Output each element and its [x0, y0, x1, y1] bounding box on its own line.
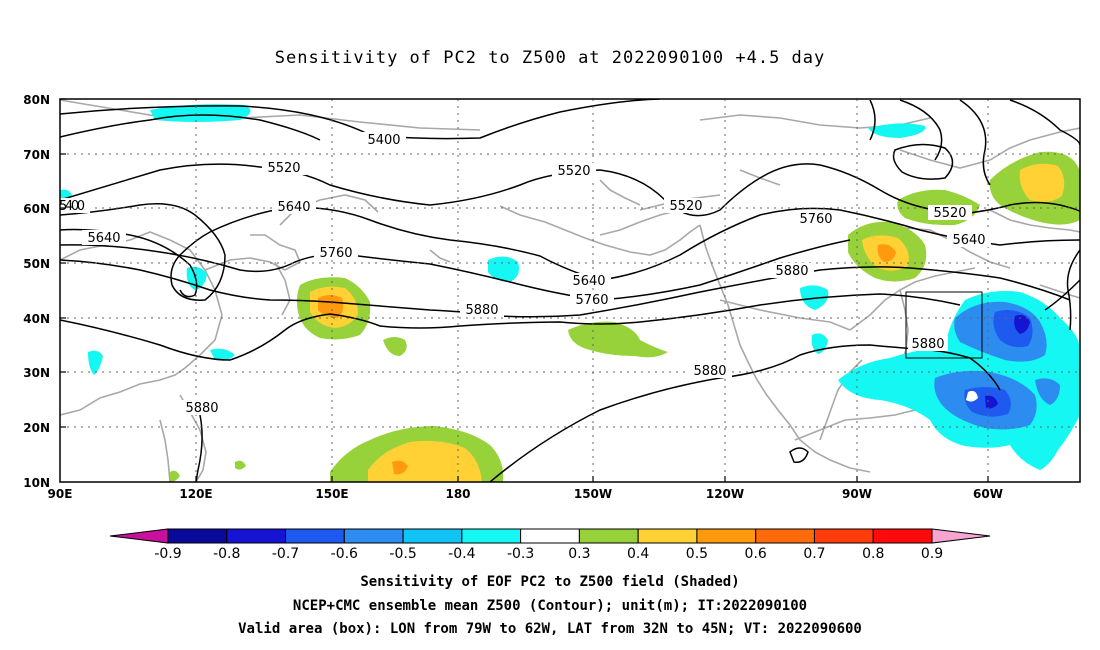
- z500-contours: [60, 99, 1080, 482]
- contour-label: 5880: [465, 303, 498, 318]
- colorbar-segment: [696, 528, 757, 544]
- lat-tick-label: 30N: [23, 366, 50, 380]
- latitude-labels: 80N 70N 60N 50N 40N 30N 20N 10N: [23, 93, 50, 490]
- contour-label: 5880: [775, 264, 808, 279]
- caption-line-1: Sensitivity of EOF PC2 to Z500 field (Sh…: [360, 574, 740, 590]
- contour-label: 5520: [267, 161, 300, 176]
- colorbar-segment: [520, 528, 580, 544]
- colorbar-segment: [578, 528, 639, 544]
- lon-tick-label: 120E: [179, 487, 212, 501]
- contour-label: 5640: [572, 274, 605, 289]
- lon-tick-label: 180: [445, 487, 470, 501]
- colorbar-label: -0.9: [154, 546, 181, 562]
- colorbar: -0.9 -0.8 -0.7 -0.6 -0.5 -0.4 -0.3 0.3 0.4 0.5 0.6…: [109, 528, 991, 562]
- lat-tick-label: 80N: [23, 93, 50, 107]
- valid-area-box: [905, 291, 983, 359]
- contour-label: 5760: [575, 293, 608, 308]
- colorbar-label: -0.4: [448, 546, 475, 562]
- contour-label: 5520: [669, 199, 702, 214]
- colorbar-label: 0.9: [921, 546, 943, 562]
- contour-label: 5760: [799, 212, 832, 227]
- contour-labels: 5400 5520 5520 5520 5520 5640 5640 5640 …: [59, 132, 991, 416]
- colorbar-label: -0.3: [507, 546, 534, 562]
- colorbar-label: 0.8: [862, 546, 884, 562]
- caption-line-2: NCEP+CMC ensemble mean Z500 (Contour); u…: [292, 598, 808, 614]
- colorbar-segment: [285, 528, 345, 544]
- colorbar-segment: [402, 528, 463, 544]
- contour-label: 5760: [319, 246, 352, 261]
- lon-tick-label: 60W: [973, 487, 1003, 501]
- lat-tick-label: 70N: [23, 148, 50, 162]
- colorbar-label: -0.7: [272, 546, 299, 562]
- colorbar-segment: [813, 528, 874, 544]
- lat-lon-grid: [60, 99, 1080, 482]
- lon-tick-label: 90W: [842, 487, 872, 501]
- contour-label: 5640: [952, 233, 985, 248]
- lat-tick-label: 40N: [23, 312, 50, 326]
- axis-ticks: [60, 98, 989, 482]
- colorbar-segment: [167, 528, 228, 544]
- colorbar-segment: [755, 528, 815, 544]
- lon-tick-label: 150W: [574, 487, 612, 501]
- contour-label: 5400: [367, 133, 400, 148]
- lat-tick-label: 60N: [23, 202, 50, 216]
- colorbar-max-triangle: [931, 528, 991, 544]
- contour-label: 5640: [277, 200, 310, 215]
- longitude-labels: 90E 120E 150E 180 150W 120W 90W 60W: [48, 487, 1003, 501]
- caption-line-3: Valid area (box): LON from 79W to 62W, L…: [238, 621, 862, 637]
- colorbar-label: 0.3: [568, 546, 590, 562]
- contour-label: 5640: [87, 231, 120, 246]
- colorbar-segment: [461, 528, 522, 544]
- colorbar-segment: [872, 528, 933, 544]
- colorbar-min-triangle: [109, 528, 169, 544]
- plot-frame: [59, 98, 1081, 483]
- colorbar-segment: [226, 528, 287, 544]
- colorbar-label: 0.6: [745, 546, 767, 562]
- colorbar-segment: [637, 528, 698, 544]
- colorbar-label: 0.4: [627, 546, 649, 562]
- colorbar-label: 0.7: [803, 546, 825, 562]
- lon-tick-label: 150E: [315, 487, 348, 501]
- contour-label: 5520: [557, 164, 590, 179]
- lon-tick-label: 90E: [48, 487, 73, 501]
- contour-label: 5880: [693, 364, 726, 379]
- lon-tick-label: 120W: [706, 487, 744, 501]
- colorbar-segment: [343, 528, 404, 544]
- lat-tick-label: 10N: [23, 476, 50, 490]
- contour-label: 5880: [185, 401, 218, 416]
- lat-tick-label: 20N: [23, 421, 50, 435]
- lat-tick-label: 50N: [23, 257, 50, 271]
- colorbar-label: -0.8: [213, 546, 240, 562]
- colorbar-label: 0.5: [686, 546, 708, 562]
- map-title: Sensitivity of PC2 to Z500 at 2022090100…: [274, 48, 826, 68]
- colorbar-label: -0.6: [331, 546, 358, 562]
- sensitivity-shading: [60, 104, 1080, 482]
- contour-label: 5400: [59, 199, 85, 214]
- colorbar-label: -0.5: [389, 546, 416, 562]
- contour-label: 5880: [911, 337, 944, 352]
- contour-label: 5520: [933, 206, 966, 221]
